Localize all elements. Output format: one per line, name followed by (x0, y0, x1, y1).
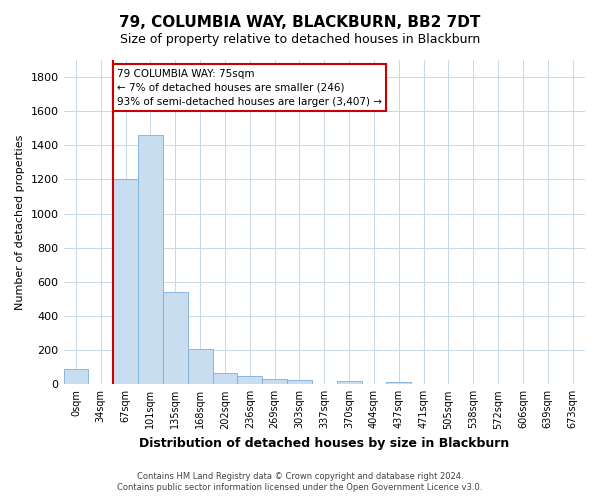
Text: 79 COLUMBIA WAY: 75sqm
← 7% of detached houses are smaller (246)
93% of semi-det: 79 COLUMBIA WAY: 75sqm ← 7% of detached … (117, 68, 382, 106)
Bar (386, 382, 411, 384)
Bar (64, 369, 88, 384)
Bar (138, 135, 163, 384)
Bar (238, 376, 262, 384)
Y-axis label: Number of detached properties: Number of detached properties (15, 134, 25, 310)
X-axis label: Distribution of detached houses by size in Blackburn: Distribution of detached houses by size … (139, 437, 509, 450)
Bar (337, 381, 362, 384)
Bar (262, 379, 287, 384)
Text: Size of property relative to detached houses in Blackburn: Size of property relative to detached ho… (120, 32, 480, 46)
Bar (188, 350, 212, 384)
Bar (287, 380, 312, 384)
Bar (163, 292, 188, 384)
Bar (113, 180, 138, 384)
Text: Contains HM Land Registry data © Crown copyright and database right 2024.
Contai: Contains HM Land Registry data © Crown c… (118, 472, 482, 492)
Text: 79, COLUMBIA WAY, BLACKBURN, BB2 7DT: 79, COLUMBIA WAY, BLACKBURN, BB2 7DT (119, 15, 481, 30)
Bar (212, 373, 238, 384)
